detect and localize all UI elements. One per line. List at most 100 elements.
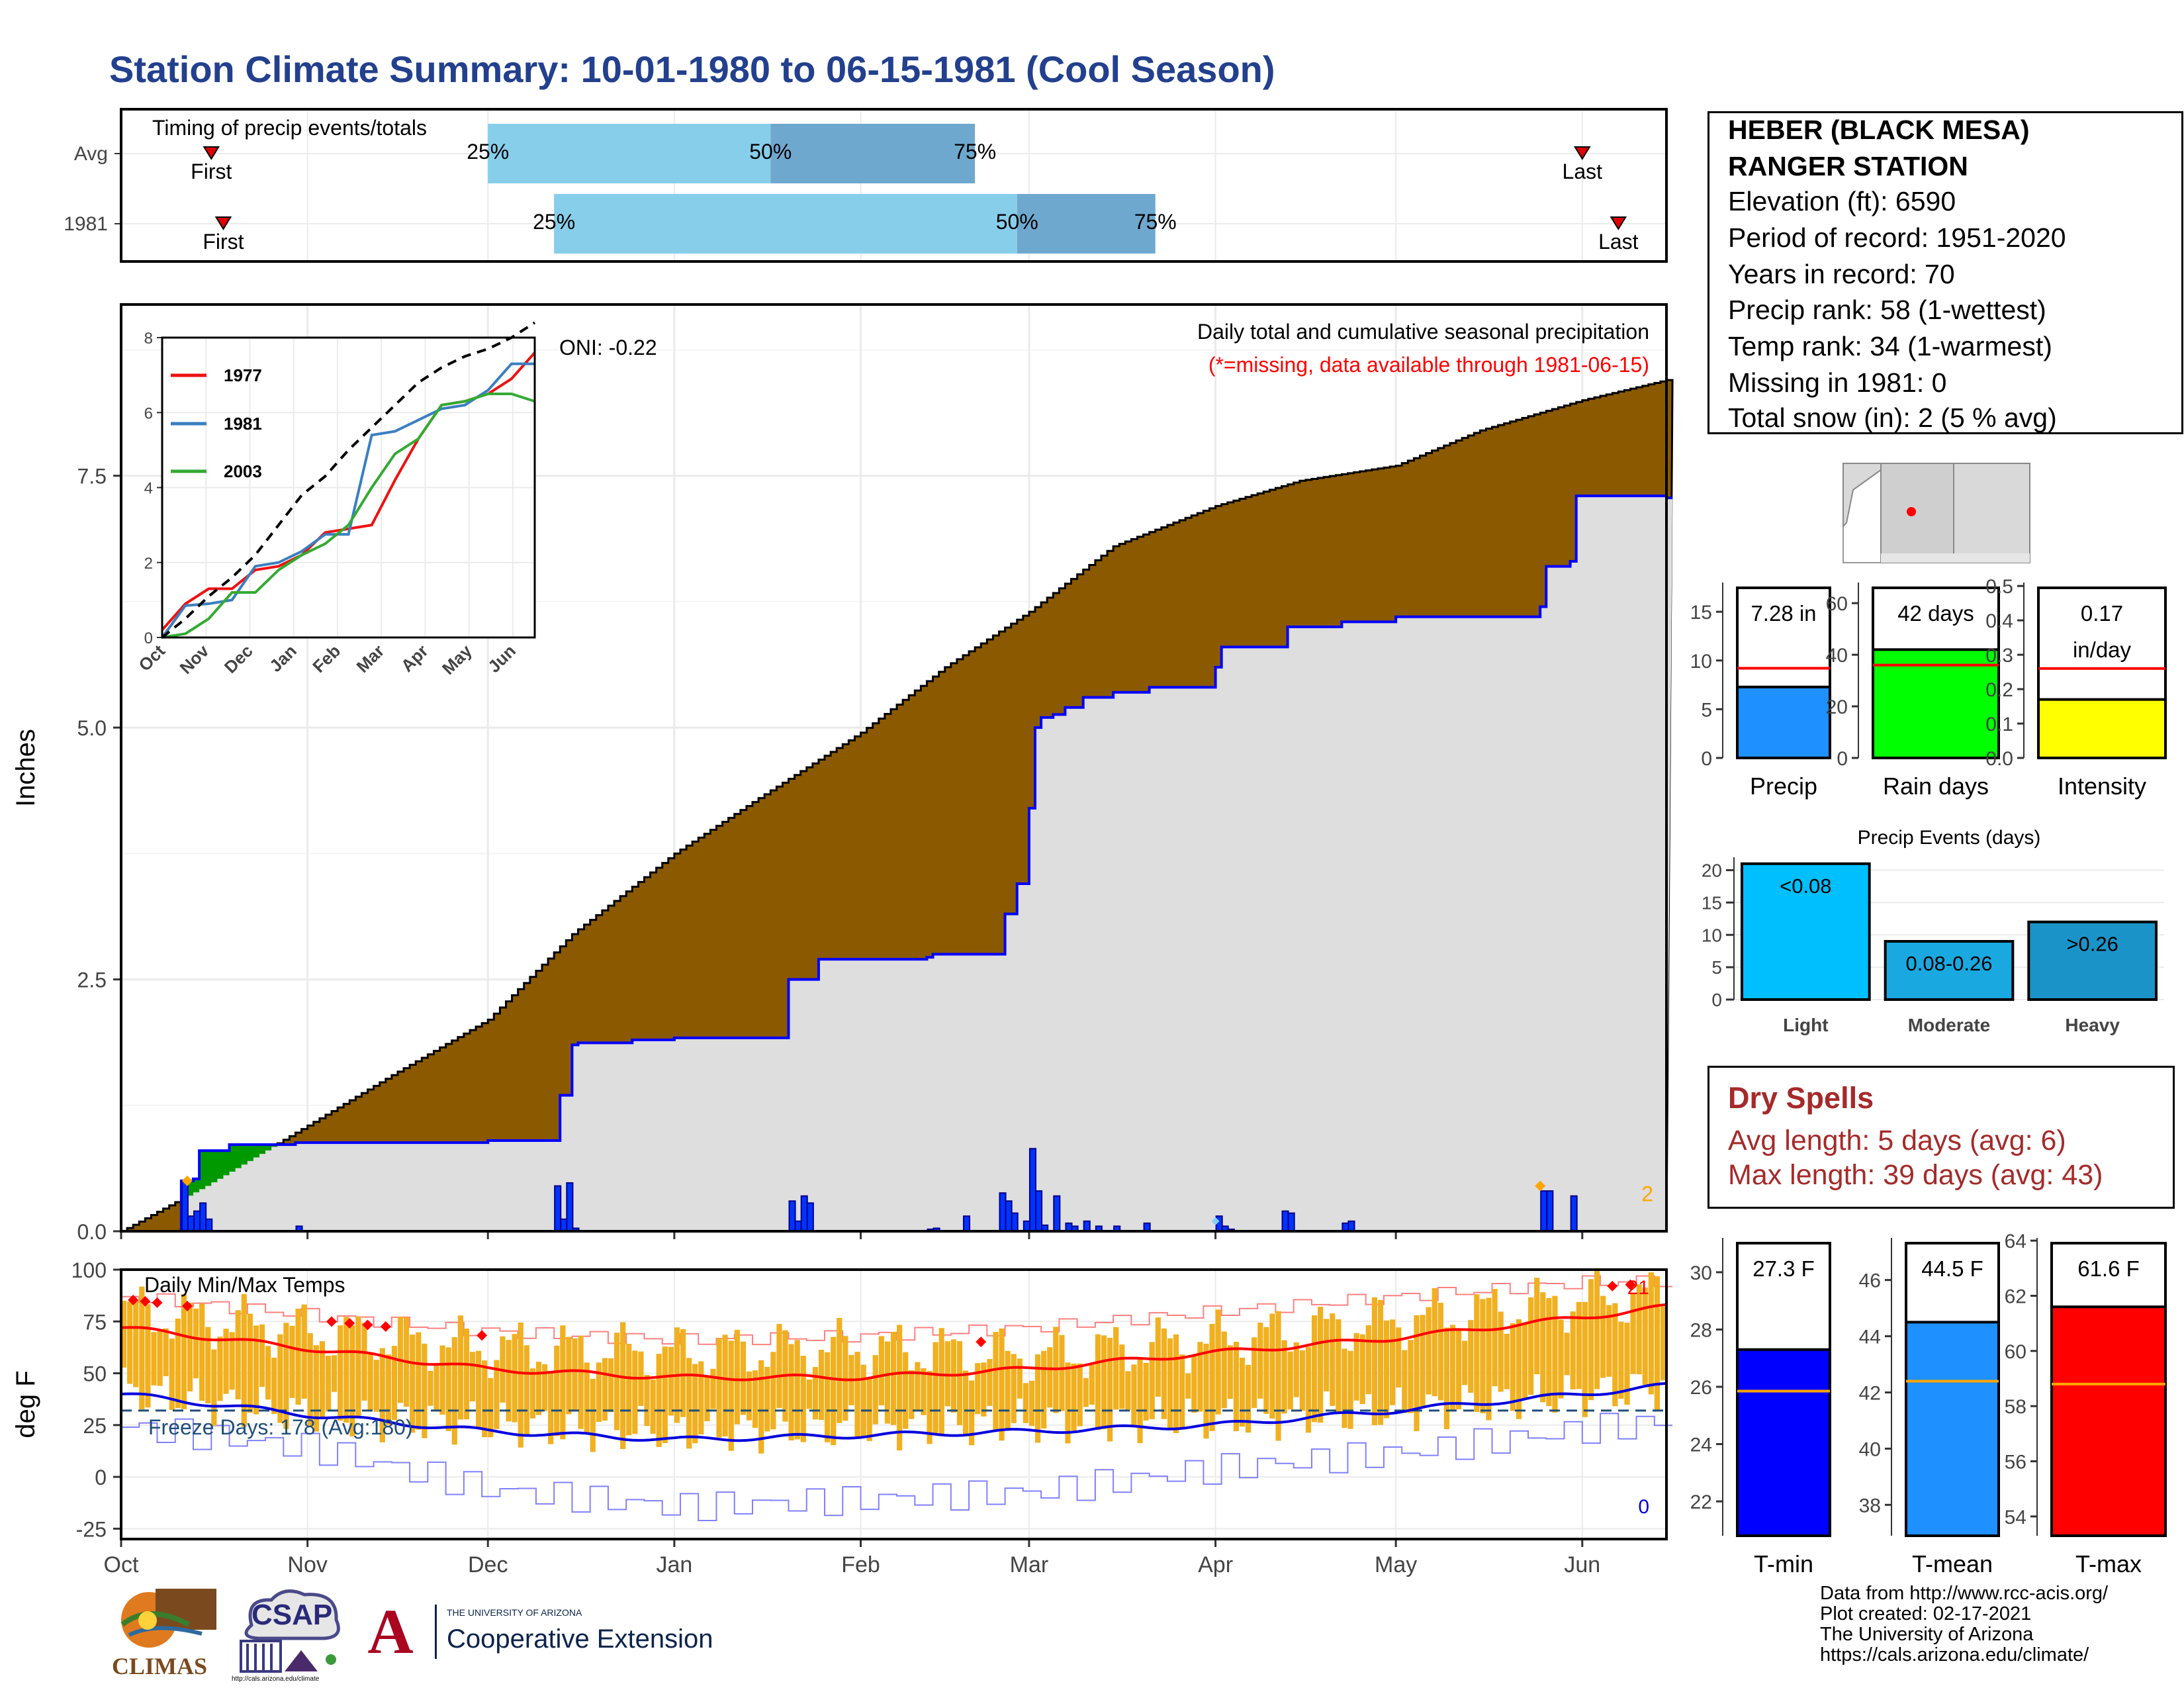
daily-precip-bar (560, 1218, 568, 1233)
inset-y-tick-label: 6 (144, 404, 153, 422)
temp-y-tick-label: 100 (71, 1258, 107, 1282)
dry-spells-title: Dry Spells (1728, 1081, 1874, 1115)
daily-temp-bar (247, 1313, 253, 1413)
daily-temp-bar (1642, 1288, 1648, 1385)
daily-temp-bar (1353, 1333, 1359, 1401)
temp-x-tick-label: Mar (1010, 1552, 1049, 1577)
daily-temp-bar (644, 1375, 650, 1427)
temp-y-tick-label: 50 (83, 1362, 107, 1386)
timing-last-label: Last (1563, 160, 1603, 183)
timing-q50-label: 50% (749, 140, 792, 164)
daily-temp-bar (313, 1345, 319, 1432)
temp-panel-border (120, 1268, 1668, 1540)
station-elevation: Elevation (ft): 6590 (1728, 186, 1956, 216)
climas-logo-text: CLIMAS (112, 1653, 208, 1679)
daily-temp-bar (620, 1322, 626, 1450)
record-high-marker (326, 1316, 337, 1327)
daily-temp-bar (1269, 1313, 1275, 1419)
precip-total-1-value-label: 42 days (1897, 601, 1974, 626)
temp-total-0-y-tick-label: 24 (1690, 1434, 1712, 1456)
daily-temp-bar (837, 1317, 842, 1423)
daily-temp-bar (987, 1359, 993, 1406)
precip-total-2-y-tick-label: 0.3 (1985, 645, 2013, 667)
daily-precip-bar (806, 1202, 814, 1233)
precip-total-2-name-label: Intensity (2058, 773, 2146, 800)
daily-temp-bar (1287, 1351, 1293, 1410)
events-bar (1741, 862, 1871, 1001)
station-name-line2: RANGER STATION (1728, 151, 1968, 181)
ua-small-text: THE UNIVERSITY OF ARIZONA (447, 1607, 582, 1618)
daily-precip-bar (554, 1185, 562, 1232)
station-snow: Total snow (in): 2 (5 % avg) (1728, 402, 2057, 433)
daily-temp-bar (806, 1380, 812, 1409)
timing-panel-title: Timing of precip events/totals (152, 116, 427, 140)
daily-temp-bar (1011, 1354, 1017, 1423)
daily-temp-bar (975, 1363, 981, 1415)
temp-total-2-y-tick-label: 56 (2005, 1452, 2026, 1474)
daily-temp-bar (1546, 1297, 1552, 1407)
inset-legend-label: 1977 (224, 365, 262, 385)
daily-temp-bar (866, 1378, 872, 1441)
daily-precip-bar (1281, 1210, 1289, 1232)
timing-q75-label: 75% (1134, 210, 1177, 234)
csap-logo-text: CSAP (251, 1599, 333, 1631)
daily-temp-bar (416, 1332, 422, 1430)
timing-first-label: First (191, 160, 232, 183)
temp-total-1-value-label: 44.5 F (1921, 1256, 1983, 1281)
temp-x-tick-label: Jan (656, 1552, 692, 1577)
precip-total-0-y-tick-label: 10 (1690, 651, 1712, 673)
daily-temp-bar (265, 1346, 271, 1400)
daily-temp-bar (1636, 1284, 1642, 1375)
surplus-area (181, 1145, 278, 1199)
daily-temp-bar (463, 1329, 470, 1420)
temp-y-tick-label: -25 (76, 1517, 107, 1541)
daily-temp-bar (1047, 1347, 1053, 1408)
daily-temp-bar (506, 1340, 512, 1422)
daily-temp-bar (541, 1364, 548, 1411)
freeze-days-label: Freeze Days: 178 (Avg:180) (148, 1415, 413, 1439)
station-precip-rank: Precip rank: 58 (1-wettest) (1728, 295, 2046, 325)
daily-temp-bar (584, 1362, 590, 1434)
daily-temp-bar (391, 1346, 398, 1421)
daily-temp-bar (1390, 1319, 1396, 1405)
daily-temp-bar (825, 1352, 831, 1442)
daily-temp-bar (1179, 1354, 1185, 1429)
events-bar-label: >0.26 (2066, 933, 2118, 956)
daily-temp-bar (1449, 1325, 1456, 1411)
daily-temp-bar (1383, 1320, 1390, 1419)
precip-y-tick-label: 0.0 (77, 1220, 107, 1244)
daily-temp-bar (1035, 1354, 1041, 1443)
daily-temp-bar (927, 1370, 933, 1444)
daily-temp-bar (1414, 1315, 1420, 1431)
daily-temp-bar (121, 1300, 127, 1368)
data-credits: Data from http://www.rcc-acis.org/ Plot … (1820, 1583, 2108, 1665)
avg-tmax-line (120, 1303, 1667, 1382)
daily-precip-bar (1540, 1190, 1548, 1233)
temp-y-tick-label: 0 (95, 1466, 107, 1489)
daily-precip-bar (1023, 1220, 1030, 1232)
precip-total-0-name-label: Precip (1750, 773, 1817, 800)
daily-temp-bar (1299, 1350, 1305, 1411)
daily-temp-bar (457, 1315, 463, 1420)
daily-temp-bar (169, 1338, 175, 1411)
timing-row-label: Avg (74, 143, 108, 165)
precip-total-1-y-tick-label: 40 (1826, 645, 1848, 667)
daily-temp-bar (410, 1335, 416, 1433)
daily-temp-bar (548, 1371, 554, 1444)
record-high-count: 21 (1627, 1277, 1649, 1299)
precip-total-2-y-tick-label: 0.4 (1985, 610, 2013, 632)
daily-temp-bar (175, 1318, 181, 1408)
daily-temp-bar (560, 1325, 566, 1440)
daily-temp-bar (1576, 1301, 1582, 1389)
daily-temp-bar (283, 1323, 289, 1429)
daily-temp-bar (1233, 1342, 1240, 1432)
ua-big-text: Cooperative Extension (447, 1624, 713, 1654)
events-bar-label: <0.08 (1780, 874, 1831, 898)
daily-temp-bar (271, 1357, 277, 1415)
temp-total-1-y-tick-label: 40 (1859, 1438, 1881, 1460)
precip-total-2-y-tick-label: 0.1 (1985, 714, 2013, 735)
daily-temp-bar (1028, 1380, 1035, 1427)
oni-annotation: ONI: -0.22 (559, 336, 657, 359)
temp-x-tick-label: Apr (1198, 1552, 1233, 1577)
